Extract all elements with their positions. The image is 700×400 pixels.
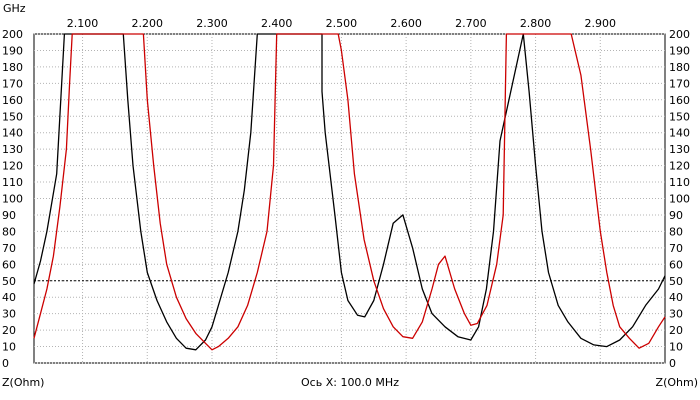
- y-tick-label-right: 50: [669, 275, 683, 288]
- y-tick-label-right: 150: [669, 110, 690, 123]
- y-tick-label-right: 110: [669, 176, 690, 189]
- x-tick-label: 2.500: [326, 17, 358, 30]
- y-tick-label-left: 170: [2, 77, 23, 90]
- y-tick-label-right: 140: [669, 127, 690, 140]
- y-tick-labels-left: 0 10 20 30 40 50 60 70 80 90 100 110 120 130 140 150 160…: [2, 28, 23, 370]
- y-unit-label-left: Z(Ohm): [2, 376, 44, 389]
- y-tick-label-right: 90: [669, 209, 683, 222]
- y-tick-label-right: 200: [669, 28, 690, 41]
- x-tick-label: 2.700: [455, 17, 487, 30]
- y-tick-label-left: 80: [2, 225, 16, 238]
- series-lines: [33, 33, 666, 351]
- y-tick-label-right: 80: [669, 225, 683, 238]
- y-tick-label-left: 90: [2, 209, 16, 222]
- series-line-red: [33, 33, 666, 351]
- y-tick-label-left: 130: [2, 143, 23, 156]
- y-tick-label-left: 70: [2, 242, 16, 255]
- y-tick-label-left: 140: [2, 127, 23, 140]
- y-tick-label-left: 50: [2, 275, 16, 288]
- y-tick-label-right: 20: [669, 324, 683, 337]
- y-tick-label-right: 10: [669, 341, 683, 354]
- y-tick-label-left: 190: [2, 44, 23, 57]
- y-tick-label-left: 120: [2, 160, 23, 173]
- x-tick-label: 2.100: [67, 17, 99, 30]
- y-tick-label-right: 40: [669, 291, 683, 304]
- y-tick-label-right: 70: [669, 242, 683, 255]
- x-scale-label: Ось X: 100.0 MHz: [301, 376, 399, 389]
- y-tick-labels-right: 0 10 20 30 40 50 60 70 80 90 100 110 120 130 140 150 160…: [669, 28, 690, 370]
- x-tick-label: 2.900: [585, 17, 617, 30]
- y-tick-label-right: 130: [669, 143, 690, 156]
- x-tick-label: 2.600: [390, 17, 422, 30]
- y-tick-label-right: 30: [669, 308, 683, 321]
- x-tick-label: 2.400: [261, 17, 293, 30]
- y-tick-label-right: 100: [669, 193, 690, 206]
- y-tick-label-left: 150: [2, 110, 23, 123]
- y-tick-label-right: 180: [669, 61, 690, 74]
- y-unit-label-right: Z(Ohm): [656, 376, 698, 389]
- x-tick-label: 2.300: [196, 17, 228, 30]
- y-tick-label-right: 190: [669, 44, 690, 57]
- series-line-black: [33, 33, 666, 351]
- y-tick-label-right: 170: [669, 77, 690, 90]
- x-tick-label: 2.800: [520, 17, 552, 30]
- y-tick-label-left: 60: [2, 258, 16, 271]
- y-tick-label-left: 30: [2, 308, 16, 321]
- x-unit-label: GHz: [3, 2, 26, 15]
- y-tick-label-left: 10: [2, 341, 16, 354]
- y-tick-label-left: 40: [2, 291, 16, 304]
- y-tick-label-right: 60: [669, 258, 683, 271]
- y-tick-label-left: 180: [2, 61, 23, 74]
- y-tick-label-left: 20: [2, 324, 16, 337]
- y-tick-label-right: 0: [669, 357, 676, 370]
- x-tick-labels: 2.100 2.200 2.300 2.400 2.500 2.600 2.700 2.800…: [67, 17, 616, 30]
- y-tick-label-left: 160: [2, 94, 23, 107]
- y-tick-label-left: 0: [2, 357, 9, 370]
- y-tick-label-right: 120: [669, 160, 690, 173]
- y-tick-label-left: 110: [2, 176, 23, 189]
- y-tick-label-right: 160: [669, 94, 690, 107]
- y-tick-label-left: 200: [2, 28, 23, 41]
- x-tick-label: 2.200: [132, 17, 164, 30]
- y-tick-label-left: 100: [2, 193, 23, 206]
